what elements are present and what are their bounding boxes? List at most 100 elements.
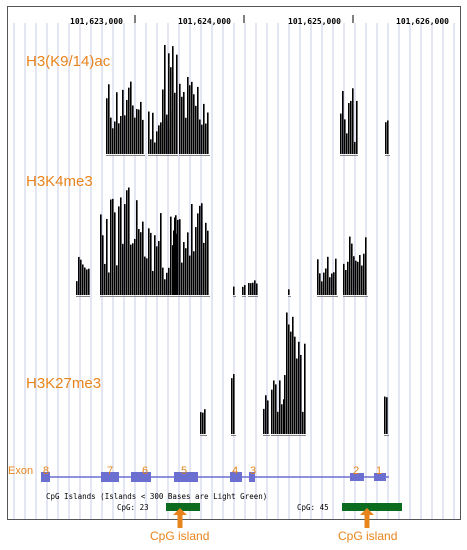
signal-bar bbox=[195, 105, 197, 154]
signal-bar bbox=[80, 259, 82, 295]
signal-bar bbox=[205, 123, 207, 154]
signal-bar bbox=[201, 124, 203, 154]
track-baseline bbox=[385, 155, 390, 156]
signal-bar bbox=[108, 84, 110, 154]
track-baseline bbox=[158, 155, 178, 156]
signal-bar bbox=[195, 227, 197, 295]
track-baseline bbox=[100, 296, 142, 297]
signal-bar bbox=[166, 272, 168, 295]
signal-bar bbox=[106, 219, 108, 295]
genome-browser-panel: 101,623,000 101,624,000 101,625,000 101,… bbox=[7, 6, 461, 520]
signal-bar bbox=[176, 233, 178, 295]
exon-number-4: 4 bbox=[232, 465, 239, 477]
signal-bar bbox=[88, 268, 90, 295]
track-baseline bbox=[242, 296, 246, 297]
signal-bar bbox=[357, 261, 359, 295]
signal-bar bbox=[342, 90, 344, 154]
signal-bar bbox=[152, 270, 154, 295]
signal-bar bbox=[361, 265, 363, 295]
signal-bar bbox=[193, 251, 195, 295]
track-baseline bbox=[106, 155, 145, 156]
signal-bar bbox=[124, 204, 126, 295]
signal-bar bbox=[327, 256, 329, 295]
signal-bar bbox=[356, 100, 358, 154]
signal-bar bbox=[242, 286, 244, 295]
signal-bar bbox=[158, 125, 160, 154]
track-baseline bbox=[263, 435, 270, 436]
track-baseline bbox=[231, 435, 236, 436]
exon-6 bbox=[131, 472, 151, 482]
signal-bar bbox=[252, 282, 254, 295]
exon-number-1: 1 bbox=[376, 465, 383, 477]
signal-bar bbox=[164, 44, 166, 154]
signal-bar bbox=[263, 408, 265, 434]
signal-bar bbox=[106, 98, 108, 154]
signal-bar bbox=[179, 83, 181, 154]
signal-bar bbox=[189, 85, 191, 154]
exon-number-3: 3 bbox=[250, 465, 257, 477]
signal-bar bbox=[160, 122, 162, 154]
up-arrow-icon bbox=[173, 508, 187, 528]
coordinate-label-4: 101,626,000 bbox=[396, 17, 449, 26]
signal-bar bbox=[172, 245, 174, 295]
signal-bar bbox=[78, 256, 80, 295]
exon-2 bbox=[350, 473, 364, 481]
track-baseline bbox=[173, 296, 210, 297]
signal-bar bbox=[126, 190, 128, 295]
track-label-h3k4me3: H3K4me3 bbox=[26, 173, 93, 190]
track-baseline bbox=[343, 296, 368, 297]
signal-bar bbox=[142, 119, 144, 154]
signal-bar bbox=[355, 260, 357, 295]
signal-bar bbox=[323, 272, 325, 295]
signal-bar bbox=[298, 341, 300, 434]
signal-bar bbox=[386, 397, 388, 434]
signal-bar bbox=[187, 76, 189, 154]
signal-bar bbox=[384, 396, 386, 434]
signal-bar bbox=[174, 92, 176, 154]
signal-bar bbox=[136, 109, 138, 154]
cpg-island-label-1: CpG: 23 bbox=[117, 503, 149, 512]
signal-bar bbox=[142, 221, 144, 295]
signal-bar bbox=[267, 400, 269, 434]
track-baseline bbox=[179, 155, 210, 156]
signal-bar bbox=[254, 280, 256, 295]
signal-bar bbox=[170, 216, 172, 295]
track-baseline bbox=[340, 155, 358, 156]
signal-bar bbox=[160, 213, 162, 295]
signal-bar bbox=[335, 258, 337, 295]
track-baseline bbox=[284, 435, 306, 436]
exon-7 bbox=[101, 472, 119, 482]
exon-4 bbox=[230, 472, 242, 482]
cpg-track-title: CpG Islands (Islands < 300 Bases are Lig… bbox=[46, 492, 268, 501]
signal-bar bbox=[340, 113, 342, 154]
signal-bar bbox=[173, 230, 175, 295]
signal-bar bbox=[331, 273, 333, 295]
signal-bar bbox=[150, 232, 152, 295]
signal-bar bbox=[104, 263, 106, 295]
signal-bar bbox=[350, 100, 352, 154]
signal-bar bbox=[294, 336, 296, 434]
signal-bar bbox=[343, 263, 345, 295]
signal-bar bbox=[304, 343, 306, 434]
signal-bar bbox=[116, 265, 118, 295]
exon-axis-label: Exon bbox=[8, 465, 34, 477]
gene-model bbox=[41, 472, 389, 482]
signal-bar bbox=[248, 282, 250, 295]
signal-bar bbox=[108, 272, 110, 295]
signal-bar bbox=[348, 103, 350, 154]
signal-bar bbox=[168, 53, 170, 154]
signal-bar bbox=[204, 409, 206, 434]
exon-number-5: 5 bbox=[181, 465, 188, 477]
signal-bar bbox=[207, 230, 209, 295]
signal-bar bbox=[181, 262, 183, 295]
signal-bar bbox=[176, 54, 178, 155]
signal-bar bbox=[197, 213, 199, 295]
signal-bar bbox=[191, 81, 193, 154]
signal-bar bbox=[288, 289, 290, 295]
signal-bar bbox=[351, 243, 353, 295]
signal-bar bbox=[279, 380, 281, 434]
signal-bar bbox=[170, 67, 172, 154]
exon-3 bbox=[249, 472, 255, 482]
signal-bar bbox=[100, 214, 102, 295]
signal-bar bbox=[156, 246, 158, 295]
